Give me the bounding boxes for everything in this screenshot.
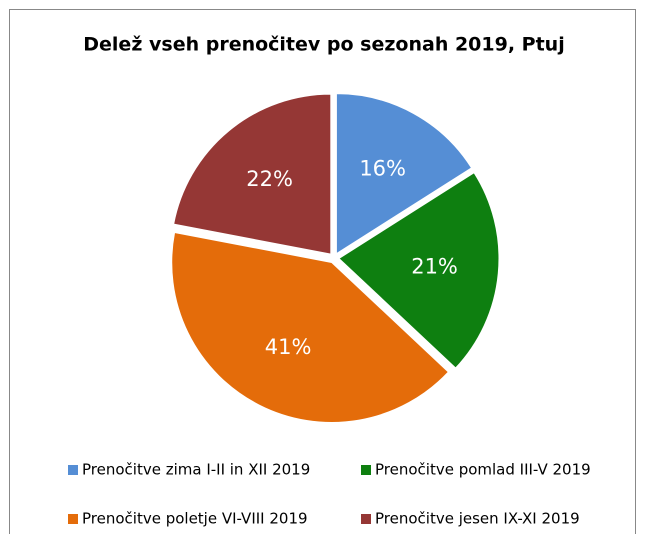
legend-swatch bbox=[361, 514, 371, 524]
data-label: 41% bbox=[265, 335, 312, 359]
pie-slice bbox=[335, 93, 473, 255]
legend-label: Prenočitve pomlad III-V 2019 bbox=[375, 461, 591, 479]
data-label: 21% bbox=[411, 255, 458, 279]
pie-slice bbox=[338, 172, 500, 369]
chart-title: Delež vseh prenočitev po sezonah 2019, P… bbox=[83, 34, 564, 56]
data-label: 16% bbox=[359, 156, 406, 180]
legend-label: Prenočitve zima I-II in XII 2019 bbox=[82, 461, 310, 479]
legend-swatch bbox=[68, 514, 78, 524]
legend-label: Prenočitve jesen IX-XI 2019 bbox=[375, 510, 580, 528]
data-label: 22% bbox=[246, 167, 293, 191]
legend-swatch bbox=[361, 465, 371, 475]
legend-swatch bbox=[68, 465, 78, 475]
pie-slice bbox=[171, 231, 450, 423]
pie-slice bbox=[173, 93, 332, 255]
legend-label: Prenočitve poletje VI-VIII 2019 bbox=[82, 510, 308, 528]
